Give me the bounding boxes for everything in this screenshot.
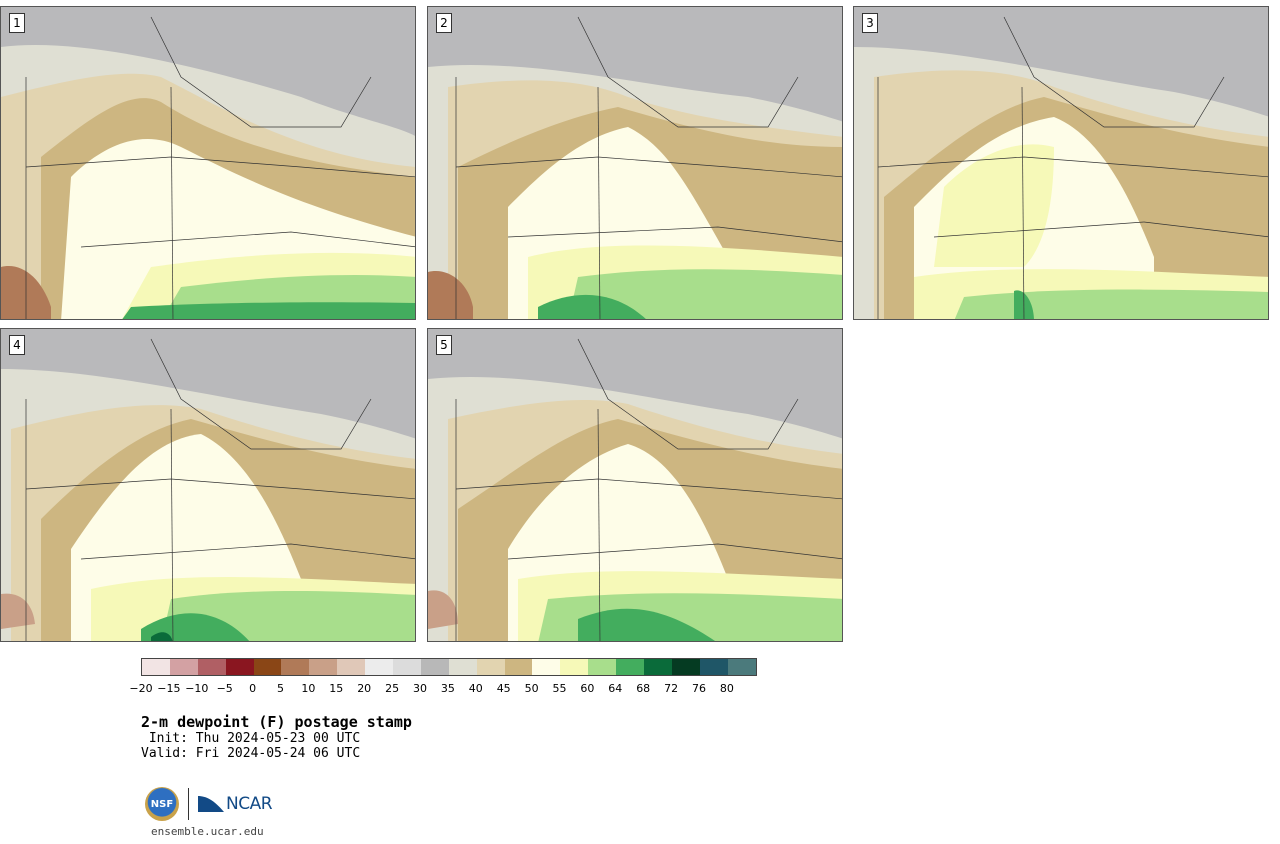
- colorbar-swatch: [504, 659, 533, 675]
- colorbar-swatch: [365, 659, 394, 675]
- colorbar-swatch: [532, 659, 561, 675]
- init-time: Init: Thu 2024-05-23 00 UTC: [141, 731, 361, 746]
- colorbar-swatch: [420, 659, 449, 675]
- colorbar-tick-label: 68: [636, 682, 651, 695]
- colorbar-swatch: [281, 659, 310, 675]
- colorbar-tick-label: 10: [301, 682, 316, 695]
- stamp-panel-5: 5: [427, 328, 843, 642]
- colorbar-swatch: [644, 659, 672, 675]
- dewpoint-map-4: [1, 329, 415, 641]
- colorbar-swatch: [448, 659, 477, 675]
- panel-label-1: 1: [9, 13, 25, 33]
- colorbar-tick-label: 80: [719, 682, 734, 695]
- colorbar-tick-label: 5: [277, 682, 284, 695]
- colorbar-swatch: [337, 659, 366, 675]
- ncar-mark-icon: [198, 796, 224, 812]
- dewpoint-map-3: [854, 7, 1268, 319]
- panel-label-2: 2: [436, 13, 452, 33]
- colorbar-swatch: [169, 659, 198, 675]
- colorbar-tick-label: 25: [385, 682, 400, 695]
- stamp-panel-4: 4: [0, 328, 416, 642]
- colorbar-swatch: [253, 659, 282, 675]
- map-title: 2-m dewpoint (F) postage stamp: [141, 713, 412, 731]
- colorbar-tick-label: 72: [664, 682, 679, 695]
- dewpoint-map-1: [1, 7, 415, 319]
- stamp-panel-2: 2: [427, 6, 843, 320]
- colorbar-tick-label: −15: [157, 682, 181, 695]
- sponsor-logos: NSF NCAR: [145, 786, 273, 822]
- colorbar-tick-label: 20: [357, 682, 372, 695]
- colorbar-tick-label: 0: [249, 682, 257, 695]
- colorbar-tick-label: 50: [524, 682, 539, 695]
- valid-time: Valid: Fri 2024-05-24 06 UTC: [141, 746, 361, 761]
- colorbar-tick-label: −10: [185, 682, 209, 695]
- logo-divider: [188, 788, 189, 820]
- colorbar-swatch: [727, 659, 756, 675]
- colorbar-tick-label: 15: [329, 682, 344, 695]
- colorbar-tick-label: 35: [440, 682, 455, 695]
- dewpoint-map-2: [428, 7, 842, 319]
- colorbar-tick-label: 55: [552, 682, 567, 695]
- colorbar-swatch: [671, 659, 700, 675]
- colorbar-tick-label: 64: [608, 682, 623, 695]
- colorbar-tick-label: −5: [216, 682, 233, 695]
- panel-label-3: 3: [862, 13, 878, 33]
- ncar-wordmark: NCAR: [226, 794, 273, 814]
- stamp-panel-3: 3: [853, 6, 1269, 320]
- ncar-logo: NCAR: [198, 794, 273, 814]
- colorbar-swatch: [142, 659, 170, 675]
- site-url: ensemble.ucar.edu: [151, 825, 264, 838]
- panel-label-4: 4: [9, 335, 25, 355]
- colorbar-swatch: [225, 659, 254, 675]
- colorbar-swatch: [588, 659, 617, 675]
- colorbar-tick-label: 45: [496, 682, 511, 695]
- colorbar-tick-label: 30: [413, 682, 427, 695]
- colorbar-tick-label: −20: [129, 682, 153, 695]
- colorbar-swatch: [616, 659, 645, 675]
- panel-label-5: 5: [436, 335, 452, 355]
- colorbar-swatch: [309, 659, 338, 675]
- colorbar-tick-label: 76: [692, 682, 706, 695]
- colorbar-tick-label: 60: [580, 682, 595, 695]
- colorbar-tick-label: 40: [468, 682, 483, 695]
- colorbar-swatch: [560, 659, 589, 675]
- dewpoint-colorbar: [141, 658, 757, 676]
- stamp-panel-1: 1: [0, 6, 416, 320]
- colorbar-swatch: [393, 659, 421, 675]
- colorbar-swatch: [476, 659, 505, 675]
- nsf-logo: NSF: [145, 787, 179, 821]
- colorbar-swatch: [197, 659, 226, 675]
- dewpoint-map-5: [428, 329, 842, 641]
- colorbar-swatch: [699, 659, 728, 675]
